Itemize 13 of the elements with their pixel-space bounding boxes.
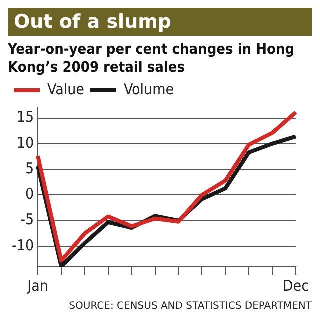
legend-label: Volume [124, 80, 174, 98]
source-note: SOURCE: CENSUS AND STATISTICS DEPARTMENT [68, 301, 312, 312]
x-tick-label: Dec [282, 276, 310, 295]
y-tick-label: 15 [16, 108, 34, 126]
chart-title: Out of a slump [8, 8, 312, 36]
y-tick-label: 0 [25, 185, 34, 204]
y-tick-label: -10 [12, 236, 34, 254]
legend-label: Value [48, 80, 84, 98]
x-tick-label: Jan [26, 276, 48, 295]
y-tick-label: -5 [20, 210, 34, 229]
y-tick-label: 5 [25, 159, 34, 178]
chart-subtitle: Year-on-year per cent changes in Hong Kong’s 2009 retail sales [8, 41, 296, 77]
y-tick-label: 10 [16, 134, 34, 152]
